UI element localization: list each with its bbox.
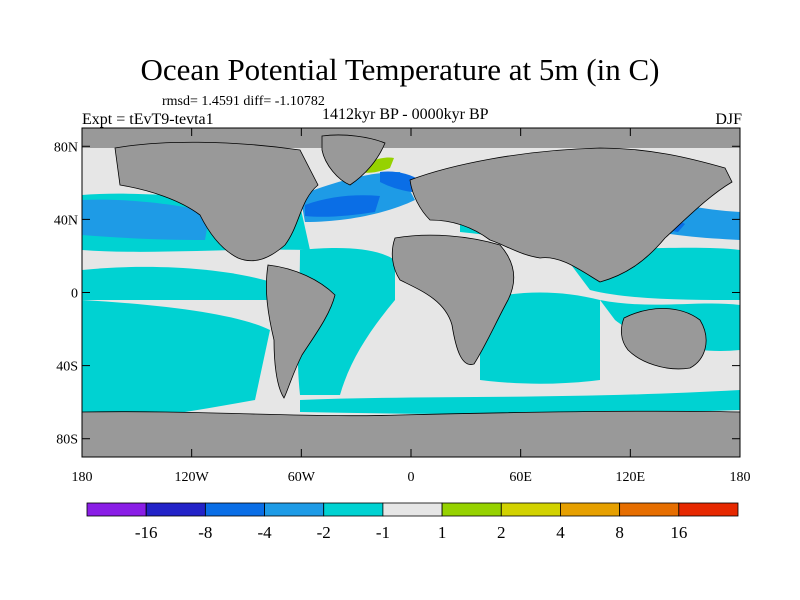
map-field xyxy=(82,128,740,457)
australia xyxy=(620,308,707,370)
stats-text: rmsd= 1.4591 diff= -1.10782 xyxy=(162,94,325,109)
lon-tick-label: 120W xyxy=(175,470,210,485)
land-masses xyxy=(82,128,740,457)
colorbar-segment xyxy=(619,502,680,517)
lat-tick-label: 80N xyxy=(54,140,78,155)
colorbar-segment xyxy=(145,502,206,517)
season-label: DJF xyxy=(715,111,742,128)
experiment-label: Expt = tEvT9-tevta1 xyxy=(82,111,214,128)
lat-tick-label: 80S xyxy=(56,433,78,448)
colorbar-label: 16 xyxy=(670,523,687,542)
colorbar-segment xyxy=(204,502,265,517)
colorbar-segment xyxy=(86,502,147,517)
colorbar-segment xyxy=(441,502,502,517)
lon-tick-label: 180 xyxy=(72,470,93,485)
greenland xyxy=(321,134,386,186)
colorbar-label: 4 xyxy=(556,523,565,542)
lat-tick-label: 0 xyxy=(71,287,78,302)
lat-tick-label: 40S xyxy=(56,360,78,375)
south-america xyxy=(266,264,336,399)
colorbar-label: -16 xyxy=(135,523,158,542)
eurasia xyxy=(409,147,733,283)
colorbar-segment xyxy=(560,502,621,517)
colorbar-label: 8 xyxy=(615,523,624,542)
colorbar-label: -4 xyxy=(257,523,272,542)
colorbar-label: 2 xyxy=(497,523,506,542)
antarctica xyxy=(82,410,740,457)
lon-tick-label: 180 xyxy=(730,470,751,485)
lon-tick-label: 60W xyxy=(288,470,316,485)
colorbar-label: -1 xyxy=(376,523,390,542)
period-label: 1412kyr BP - 0000kyr BP xyxy=(322,106,489,123)
colorbar-label: 1 xyxy=(438,523,447,542)
north-america xyxy=(114,141,319,262)
lon-tick-label: 60E xyxy=(509,470,532,485)
lon-tick-label: 120E xyxy=(616,470,646,485)
colorbar-segment xyxy=(323,502,384,517)
colorbar-segment xyxy=(264,502,325,517)
africa xyxy=(391,234,515,365)
longitude-axis: 180 120W 60W 0 60E 120E 180 xyxy=(72,128,751,485)
colorbar-segment xyxy=(500,502,561,517)
colorbar-segment xyxy=(382,502,443,517)
colorbar: -16 -8 -4 -2 -1 1 2 4 8 16 xyxy=(86,502,739,542)
anomaly-green-region xyxy=(362,157,394,173)
colorbar-label: -2 xyxy=(317,523,331,542)
lon-tick-label: 0 xyxy=(408,470,415,485)
lat-tick-label: 40N xyxy=(54,213,78,228)
colorbar-segment xyxy=(678,502,739,517)
map-title: Ocean Potential Temperature at 5m (in C) xyxy=(140,52,660,87)
latitude-axis: 80N 40N 0 40S 80S xyxy=(54,140,740,448)
colorbar-label: -8 xyxy=(198,523,212,542)
